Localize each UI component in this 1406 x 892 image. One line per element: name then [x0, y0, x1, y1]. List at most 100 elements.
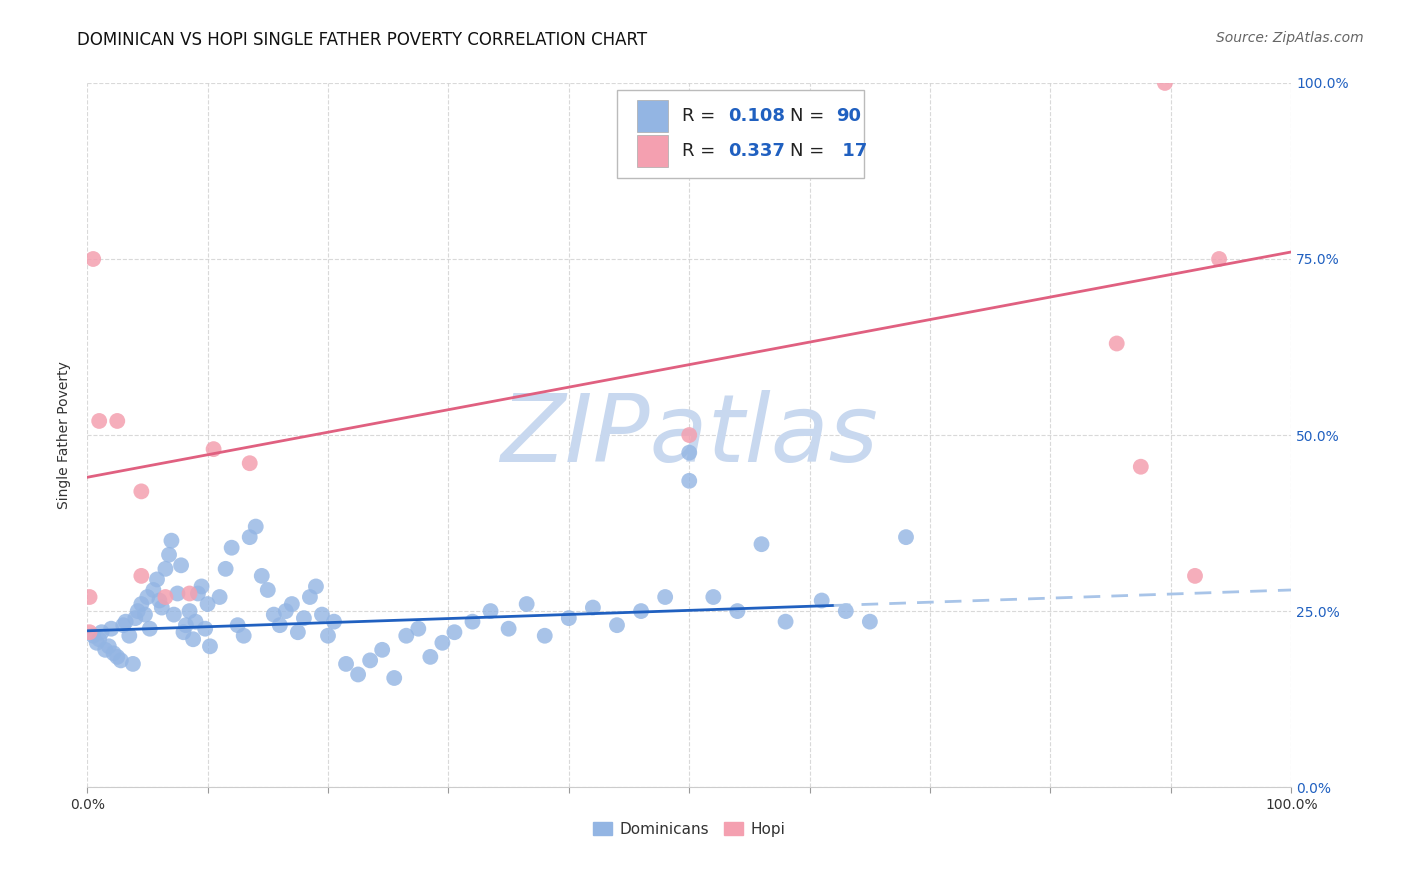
Point — [606, 618, 628, 632]
Point — [432, 636, 454, 650]
Point — [894, 530, 917, 544]
Point — [79, 590, 101, 604]
Point — [208, 590, 231, 604]
Point — [181, 632, 204, 647]
Point — [558, 611, 581, 625]
Point — [1184, 569, 1206, 583]
Bar — [637, 136, 668, 167]
Point — [395, 629, 418, 643]
Point — [148, 593, 170, 607]
Point — [82, 252, 104, 266]
Point — [292, 611, 315, 625]
Point — [166, 586, 188, 600]
Text: N =: N = — [790, 142, 831, 161]
Text: ZIPatlas: ZIPatlas — [501, 390, 879, 481]
Point — [1105, 336, 1128, 351]
Point — [347, 667, 370, 681]
Point — [114, 615, 136, 629]
Point — [105, 414, 128, 428]
Point — [105, 649, 128, 664]
Point — [142, 582, 165, 597]
Point — [221, 541, 243, 555]
Point — [408, 622, 430, 636]
Point — [136, 590, 159, 604]
Point — [274, 604, 297, 618]
Point — [170, 558, 193, 573]
Point — [516, 597, 538, 611]
Point — [810, 593, 832, 607]
Point — [281, 597, 304, 611]
Point — [89, 632, 111, 647]
FancyBboxPatch shape — [617, 90, 863, 178]
Point — [725, 604, 748, 618]
Point — [139, 622, 162, 636]
Point — [187, 586, 209, 600]
Point — [269, 618, 291, 632]
Point — [86, 636, 108, 650]
Bar — [637, 100, 668, 132]
Point — [198, 640, 221, 654]
Point — [82, 629, 104, 643]
Point — [131, 569, 153, 583]
Point — [110, 653, 132, 667]
Point — [97, 640, 120, 654]
Point — [197, 597, 219, 611]
Text: Source: ZipAtlas.com: Source: ZipAtlas.com — [1216, 31, 1364, 45]
Point — [100, 622, 122, 636]
Point — [79, 625, 101, 640]
Point — [174, 618, 197, 632]
Point — [103, 646, 125, 660]
Point — [160, 533, 183, 548]
Point — [323, 615, 346, 629]
Text: 17: 17 — [837, 142, 868, 161]
Point — [1154, 76, 1177, 90]
Point — [582, 600, 605, 615]
Point — [1129, 459, 1152, 474]
Point — [751, 537, 773, 551]
Point — [155, 590, 177, 604]
Point — [239, 456, 262, 470]
Point — [94, 643, 117, 657]
Point — [371, 643, 394, 657]
Point — [239, 530, 262, 544]
Point — [263, 607, 285, 622]
Point — [150, 600, 173, 615]
Point — [443, 625, 465, 640]
Text: N =: N = — [790, 107, 831, 125]
Point — [298, 590, 321, 604]
Y-axis label: Single Father Poverty: Single Father Poverty — [58, 361, 72, 509]
Point — [226, 618, 249, 632]
Point — [202, 442, 225, 457]
Point — [214, 562, 236, 576]
Point — [232, 629, 254, 643]
Point — [89, 414, 111, 428]
Point — [311, 607, 333, 622]
Point — [194, 622, 217, 636]
Point — [287, 625, 309, 640]
Point — [190, 579, 212, 593]
Point — [678, 445, 700, 459]
Point — [775, 615, 797, 629]
Point — [131, 484, 153, 499]
Point — [179, 604, 201, 618]
Point — [184, 615, 207, 629]
Point — [382, 671, 405, 685]
Point — [245, 519, 267, 533]
Point — [316, 629, 339, 643]
Point — [155, 562, 177, 576]
Text: R =: R = — [682, 142, 721, 161]
Point — [179, 586, 201, 600]
Point — [630, 604, 652, 618]
Point — [256, 582, 278, 597]
Text: 0.108: 0.108 — [728, 107, 785, 125]
Point — [533, 629, 555, 643]
Text: 90: 90 — [837, 107, 860, 125]
Point — [124, 611, 146, 625]
Text: R =: R = — [682, 107, 721, 125]
Point — [1208, 252, 1230, 266]
Point — [678, 428, 700, 442]
Point — [118, 629, 141, 643]
Point — [335, 657, 357, 671]
Point — [498, 622, 520, 636]
Point — [419, 649, 441, 664]
